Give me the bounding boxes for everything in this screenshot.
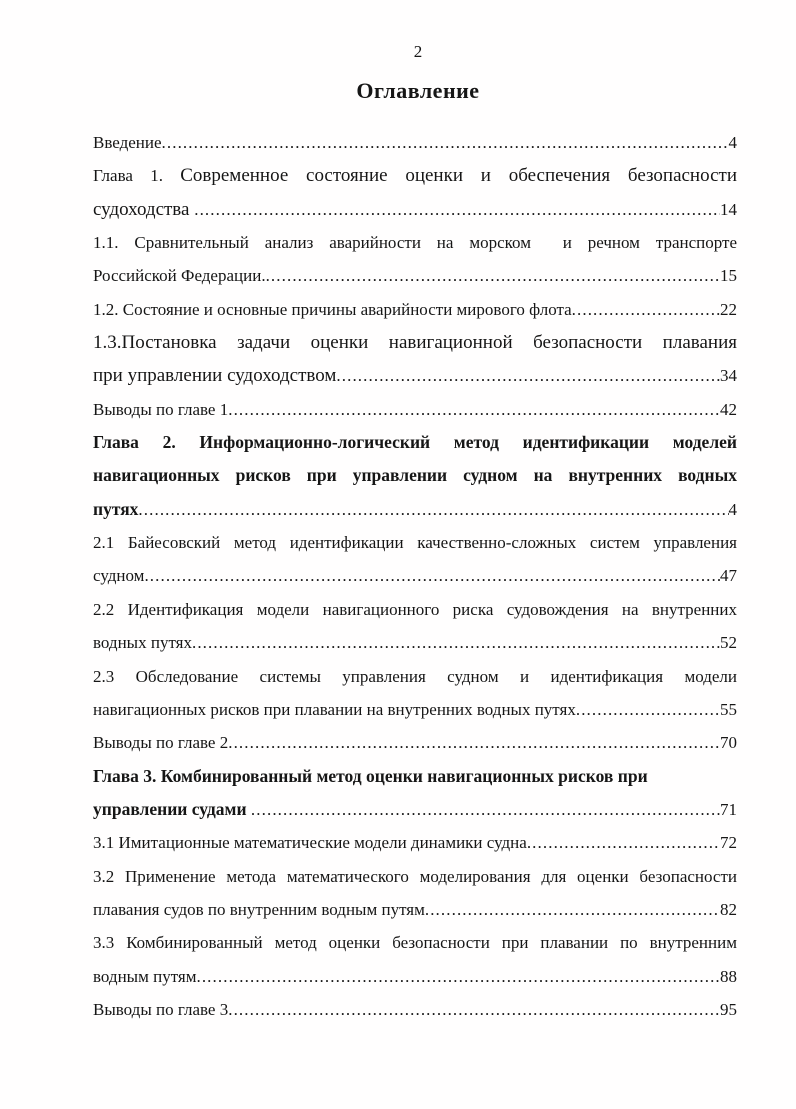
leader-dots: ........................................… [424,899,720,919]
toc-line-text: судном [93,566,145,586]
toc-page-number: 72 [720,833,737,853]
toc-line-text: 3.2 Применение метода математического мо… [93,866,737,886]
toc-page-number: 14 [720,199,737,219]
toc-line: Выводы по главе 1.......................… [93,393,737,426]
toc-line: Выводы по главе 2.......................… [93,726,737,759]
leader-dots: ........................................… [571,299,720,319]
toc-line: 3.1 Имитационные математические модели д… [93,826,737,859]
leader-dots: ........................................… [228,733,720,753]
leader-dots: ........................................… [191,633,720,653]
leader-dots: ........................................… [575,699,720,719]
toc-line-text: плавания судов по внутренним водным путя… [93,899,425,919]
toc-page-number: 4 [728,499,738,519]
toc-line: судоходства ............................… [93,193,737,226]
toc-line: Глава 2. Информационно-логический метод … [93,426,737,459]
toc-line-text: Российской Федерации. [93,266,266,286]
toc-line: водным путям............................… [93,960,737,993]
toc-page-number: 47 [720,566,737,586]
leader-dots: ........................................… [228,399,720,419]
toc-line: 2.2 Идентификация модели навигационного … [93,593,737,626]
toc-line: водных путях............................… [93,626,737,659]
toc-line: Глава 3. Комбинированный метод оценки на… [93,760,737,793]
toc-line: навигационных рисков при плавании на вну… [93,693,737,726]
toc-line-text: 1.1. Сравнительный анализ аварийности на… [93,233,737,253]
leader-dots: ........................................… [194,199,720,219]
toc-line: при управлении судоходством.............… [93,359,737,392]
toc-line-text: управлении судами [93,798,251,819]
toc-line: судном..................................… [93,559,737,592]
toc-line: 3.2 Применение метода математического мо… [93,860,737,893]
toc-line-text: водных путях [93,633,192,653]
toc-line-text: судоходства [93,198,195,220]
toc-page-number: 15 [720,266,737,286]
toc-line-text: Выводы по главе 1 [93,399,229,419]
leader-dots: ........................................… [526,833,720,853]
toc-line-text: Выводы по главе 3 [93,999,229,1019]
toc-page-number: 52 [720,633,737,653]
table-of-contents: Введение................................… [93,126,737,1026]
toc-line-text: при управлении судоходством [93,365,337,387]
toc-line-text: 3.3 Комбинированный метод оценки безопас… [93,933,737,953]
toc-line: плавания судов по внутренним водным путя… [93,893,737,926]
toc-line: путях...................................… [93,493,737,526]
toc-line-text: 2.2 Идентификация модели навигационного … [93,599,737,619]
toc-line-text: 2.1 Байесовский метод идентификации каче… [93,533,737,553]
toc-line-text: Глава 2. Информационно-логический метод … [93,432,737,453]
page-number: 2 [413,42,423,61]
toc-line-text: 1.2. Состояние и основные причины аварий… [93,299,572,319]
leader-dots: ........................................… [265,266,720,286]
toc-line-text: навигационных рисков при плавании на вну… [93,699,576,719]
toc-line: 3.3 Комбинированный метод оценки безопас… [93,926,737,959]
leader-dots: ........................................… [336,366,720,386]
toc-line: управлении судами ......................… [93,793,737,826]
toc-line: 1.2. Состояние и основные причины аварий… [93,293,737,326]
leader-dots: ........................................… [144,566,720,586]
leader-dots: ........................................… [196,966,720,986]
leader-dots: ........................................… [161,133,729,152]
toc-line-text: 3.1 Имитационные математические модели д… [93,833,527,853]
toc-line-text: водным путям [93,966,197,986]
toc-page-number: 71 [720,799,737,819]
toc-page-number: 95 [720,999,737,1019]
leader-dots: ........................................… [228,999,720,1019]
page-title: Оглавление [356,78,480,103]
toc-page-number: 88 [720,966,737,986]
toc-line: Выводы по главе 3.......................… [93,993,737,1026]
toc-page-number: 4 [728,133,738,152]
toc-line: 1.3.Постановка задачи оценки навигационн… [93,326,737,359]
toc-line-prefix: Глава 1. [93,166,181,186]
toc-page-number: 82 [720,899,737,919]
toc-line: Глава 1. Современное состояние оценки и … [93,159,737,192]
toc-line-text: 1.3.Постановка задачи оценки навигационн… [93,332,737,354]
toc-page-number: 55 [720,699,737,719]
toc-page-number: 34 [720,366,737,386]
leader-dots: ........................................… [138,499,728,519]
toc-page-number: 70 [720,733,737,753]
toc-line-text: навигационных рисков при управлении судн… [93,465,737,486]
toc-line: навигационных рисков при управлении судн… [93,459,737,492]
toc-line: Российской Федерации....................… [93,259,737,292]
toc-line-text: Современное состояние оценки и обеспечен… [180,165,737,187]
toc-line-text: Выводы по главе 2 [93,733,229,753]
toc-page-number: 22 [720,299,737,319]
toc-line-text: Введение [93,133,162,152]
toc-line: 2.3 Обследование системы управления судн… [93,660,737,693]
toc-line-text: Глава 3. Комбинированный метод оценки на… [93,765,648,786]
toc-line: 1.1. Сравнительный анализ аварийности на… [93,226,737,259]
toc-page-number: 42 [720,399,737,419]
toc-line: Введение................................… [93,126,737,159]
toc-line-text: путях [93,498,139,519]
toc-line-text: 2.3 Обследование системы управления судн… [93,666,737,686]
leader-dots: ........................................… [250,799,720,819]
toc-line: 2.1 Байесовский метод идентификации каче… [93,526,737,559]
